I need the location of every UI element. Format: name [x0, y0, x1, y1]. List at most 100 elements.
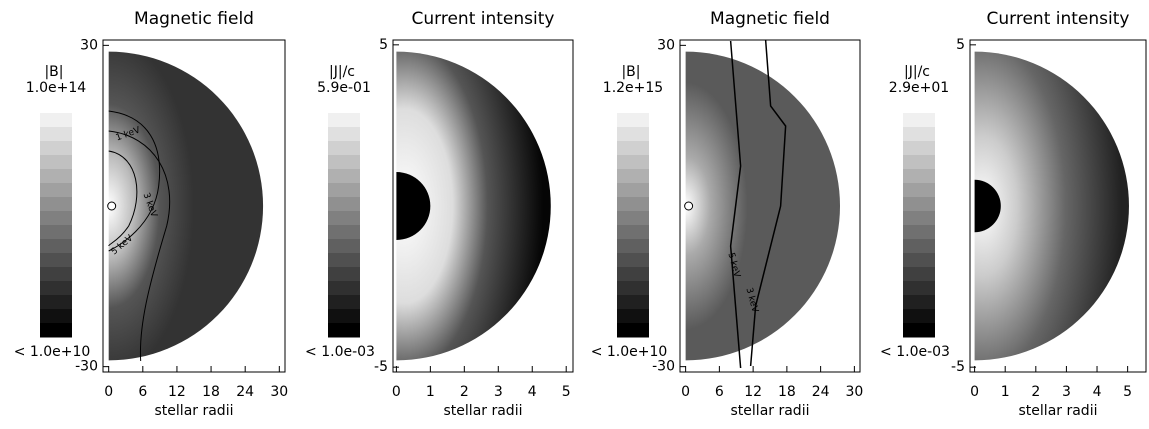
colorbar-min: < 1.0e+10 [591, 344, 668, 360]
colorbar-step [40, 211, 72, 226]
colorbar-step [617, 197, 649, 212]
colorbar-step [617, 155, 649, 170]
colorbar-max: 5.9e-01 [317, 80, 371, 96]
star [107, 201, 117, 211]
colorbar-step [903, 197, 935, 212]
colorbar-step [328, 253, 360, 268]
colorbar-step [328, 211, 360, 226]
x-tick-label: 18 [778, 384, 796, 400]
x-axis-label: stellar radii [731, 403, 810, 419]
colorbar-step [903, 281, 935, 296]
star [684, 201, 694, 211]
colorbar-step [328, 323, 360, 338]
colorbar-step [40, 183, 72, 198]
colorbar-step [903, 253, 935, 268]
colorbar-step [903, 239, 935, 254]
x-axis-label: stellar radii [444, 403, 523, 419]
plot-frame [392, 39, 574, 373]
colorbar-step [328, 127, 360, 142]
plot-frame [969, 39, 1147, 373]
colorbar-step [617, 267, 649, 282]
y-tick-label: -30 [75, 359, 98, 375]
colorbar-step [903, 309, 935, 324]
y-tick-label: -5 [951, 359, 965, 375]
x-tick-label: 24 [812, 384, 830, 400]
colorbar-step [40, 113, 72, 128]
colorbar-step [903, 127, 935, 142]
star [974, 179, 1001, 233]
colorbar-step [40, 267, 72, 282]
y-tick-label: 5 [956, 37, 965, 53]
image-disc [396, 51, 551, 361]
chart-title: Current intensity [987, 9, 1130, 29]
colorbar-step [40, 155, 72, 170]
y-tick-label: 30 [80, 37, 98, 53]
chart-title: Magnetic field [710, 9, 830, 29]
colorbar-step [903, 323, 935, 338]
colorbar-step [617, 183, 649, 198]
x-tick-label: 5 [562, 384, 571, 400]
colorbar-step [903, 183, 935, 198]
colorbar-step [40, 295, 72, 310]
colorbar-step [903, 155, 935, 170]
x-tick-label: 6 [715, 384, 724, 400]
colorbar-min: < 1.0e-03 [880, 344, 950, 360]
x-axis-label: stellar radii [1019, 403, 1098, 419]
plot-frame [102, 39, 286, 373]
colorbar-step [328, 267, 360, 282]
y-tick-label: -30 [652, 359, 675, 375]
colorbar-max: 1.0e+14 [26, 80, 87, 96]
colorbar-step [328, 197, 360, 212]
colorbar-label: |B| [621, 64, 640, 80]
colorbar-min: < 1.0e-03 [305, 344, 375, 360]
star [396, 172, 431, 240]
colorbar-step [328, 169, 360, 184]
colorbar-step [328, 281, 360, 296]
colorbar-step [328, 141, 360, 156]
colorbar-step [40, 197, 72, 212]
x-tick-label: 30 [845, 384, 863, 400]
x-tick-label: 0 [970, 384, 979, 400]
colorbar-step [40, 323, 72, 338]
y-tick-label: 5 [379, 37, 388, 53]
y-tick-label: 30 [657, 37, 675, 53]
x-tick-label: 12 [168, 384, 186, 400]
contour [729, 40, 742, 369]
x-tick-label: 0 [104, 384, 113, 400]
colorbar-step [328, 239, 360, 254]
colorbar-step [40, 281, 72, 296]
x-tick-label: 3 [1062, 384, 1071, 400]
colorbar-step [328, 225, 360, 240]
colorbar-step [617, 323, 649, 338]
colorbar-label: |J|/c [329, 64, 355, 80]
colorbar-step [903, 267, 935, 282]
colorbar-label: |B| [44, 64, 63, 80]
colorbar-max: 2.9e+01 [889, 80, 949, 96]
plot-frame [679, 39, 861, 373]
colorbar-step [903, 113, 935, 128]
x-tick-label: 4 [1093, 384, 1102, 400]
colorbar-step [617, 239, 649, 254]
contour [108, 150, 138, 247]
colorbar-step [328, 183, 360, 198]
colorbar-step [617, 127, 649, 142]
x-tick-label: 0 [392, 384, 401, 400]
colorbar-step [903, 295, 935, 310]
colorbar-step [903, 225, 935, 240]
colorbar-step [903, 211, 935, 226]
colorbar-step [617, 141, 649, 156]
colorbar-step [40, 309, 72, 324]
colorbar-step [328, 155, 360, 170]
x-tick-label: 1 [426, 384, 435, 400]
colorbar-step [40, 239, 72, 254]
x-tick-label: 6 [138, 384, 147, 400]
image-disc [108, 51, 264, 361]
colorbar-step [40, 141, 72, 156]
colorbar-step [617, 295, 649, 310]
x-tick-label: 4 [528, 384, 537, 400]
colorbar-step [328, 309, 360, 324]
colorbar-step [617, 113, 649, 128]
x-tick-label: 0 [681, 384, 690, 400]
contour [108, 130, 171, 362]
